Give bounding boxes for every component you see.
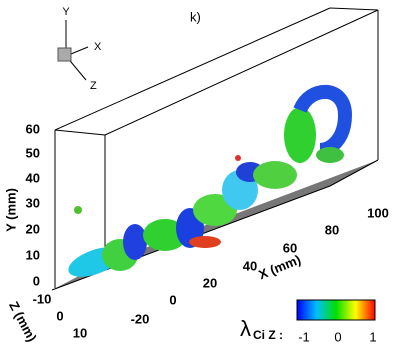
y-axis-label: Y (mm) (3, 188, 18, 232)
colorbar (296, 299, 376, 321)
x-tick-label: 0 (169, 292, 176, 307)
y-tick-label: 30 (26, 195, 40, 210)
colorbar-tick-label: 1 (369, 329, 376, 344)
x-tick-label: 20 (203, 275, 217, 290)
z-tick-label: 0 (56, 308, 63, 323)
panel-label: k) (190, 9, 201, 24)
y-tick-label: 40 (26, 170, 40, 185)
y-tick-label: 0 (33, 273, 40, 288)
triad-y: Y (62, 6, 70, 18)
x-tick-label: 60 (283, 240, 297, 255)
x-tick-label: -20 (131, 311, 150, 326)
y-tick-label: 50 (26, 145, 40, 160)
z-tick-label: 10 (73, 325, 87, 340)
triad-z: Z (90, 80, 97, 92)
triad-x: X (94, 41, 102, 53)
y-tick-label: 20 (26, 221, 40, 236)
x-tick-label: 80 (325, 222, 339, 237)
vortex-structures (68, 84, 353, 277)
z-tick-label: -10 (33, 291, 52, 306)
colorbar-tick-label: -1 (298, 329, 310, 344)
y-tick-label: 60 (26, 121, 40, 136)
x-tick-label: 100 (367, 205, 389, 220)
colorbar-subscript: Ci Z : (253, 328, 283, 342)
colorbar-tick-label: 0 (334, 329, 341, 344)
colorbar-symbol: λ (240, 316, 251, 341)
y-tick-label: 10 (26, 247, 40, 262)
x-tick-label: 40 (243, 258, 257, 273)
triad: Y X Z (57, 6, 102, 92)
x-axis-label: X (mm) (256, 252, 302, 282)
